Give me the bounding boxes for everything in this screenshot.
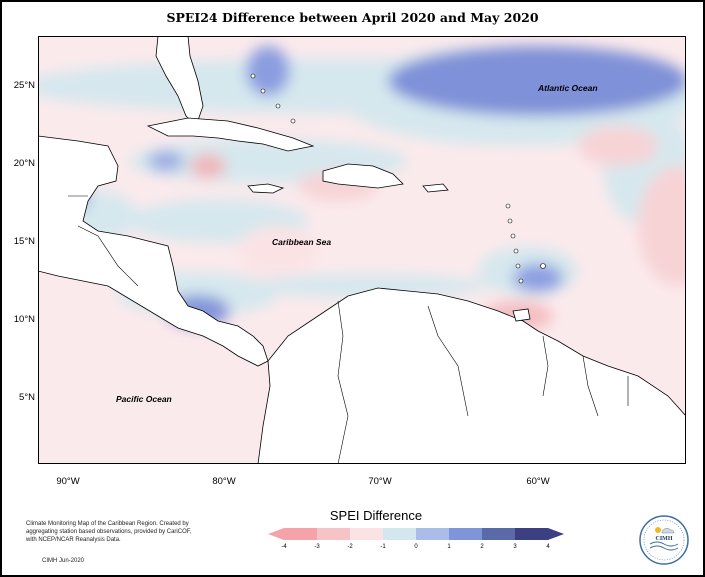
land-masses [38,36,686,464]
jamaica [247,183,285,194]
lon-tick-label: 70°W [368,476,392,487]
lat-tick-label: 5°N [19,392,35,403]
color-legend: -4 -3 -2 -1 0 1 2 3 4 [268,528,564,550]
legend-title: SPEI Difference [329,508,423,523]
legend-swatch [383,528,416,540]
legend-swatch [416,528,449,540]
puerto-rico [422,183,449,193]
legend-swatch [350,528,383,540]
cimh-logo: CIMH [639,515,689,565]
logo-text: CIMH [656,536,673,542]
caribbean-sea-label: Caribbean Sea [272,237,331,247]
legend-tick-label: -4 [281,544,287,550]
country-borders [68,195,629,464]
pacific-ocean-label: Pacific Ocean [116,394,172,404]
island-chain [250,73,546,284]
legend-swatch [515,528,564,540]
south-america [257,287,686,464]
atlantic-ocean-label: Atlantic Ocean [537,83,598,93]
credit-text: Climate Monitoring Map of the Caribbean … [26,521,192,543]
legend-swatch [449,528,482,540]
legend-tick-label: 4 [546,544,550,550]
legend-swatch [482,528,515,540]
lat-tick-label: 25°N [13,80,35,91]
legend-tick-label: 1 [447,544,451,550]
lat-tick-label: 20°N [13,158,35,169]
legend-tick-label: 2 [480,544,484,550]
map-border [38,36,686,464]
lon-tick-label: 80°W [212,476,236,487]
hispaniola [322,163,404,189]
legend-tick-label: 0 [414,544,418,550]
legend-tick-label: -1 [380,544,386,550]
trinidad [512,308,531,322]
map-area: Atlantic Ocean Caribbean Sea Pacific Oce… [38,36,686,464]
legend-tick-label: 3 [513,544,517,550]
credit-date: CIMH Jun-2020 [42,558,85,564]
lon-tick-label: 60°W [526,476,550,487]
central-america [38,135,269,367]
legend-swatch [317,528,350,540]
lat-tick-label: 15°N [13,236,35,247]
cuba [146,117,315,152]
lat-tick-label: 10°N [13,314,35,325]
legend-swatch [268,528,317,540]
lon-tick-label: 90°W [56,476,80,487]
spei-map: Atlantic Ocean Caribbean Sea Pacific Oce… [38,36,686,464]
legend-tick-label: -2 [347,544,353,550]
map-title: SPEI24 Difference between April 2020 and… [166,10,539,25]
legend-tick-label: -3 [314,544,320,550]
